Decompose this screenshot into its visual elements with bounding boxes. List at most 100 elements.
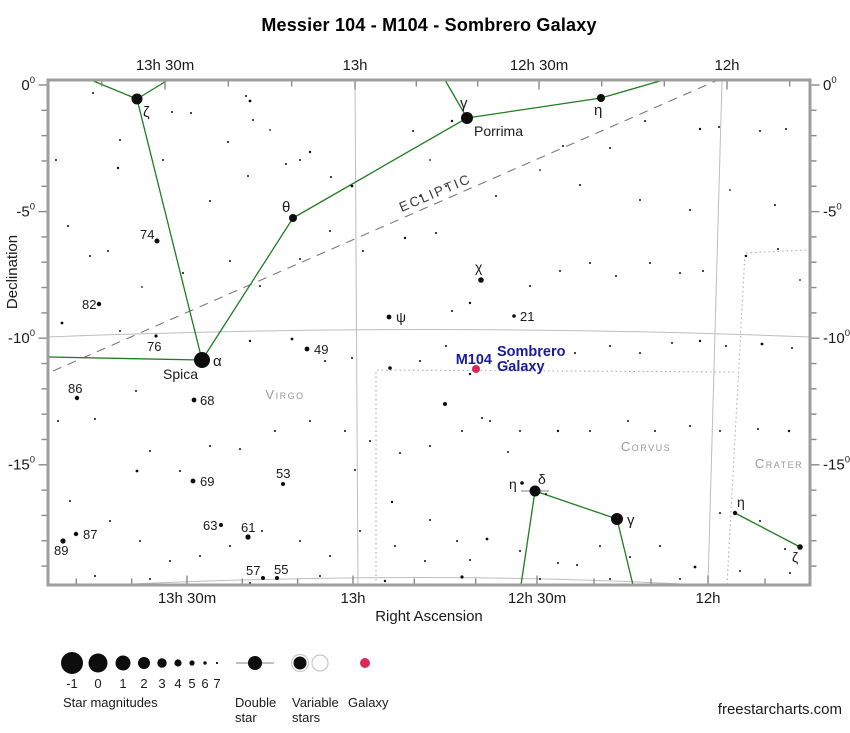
background-star [445,345,447,347]
background-star [351,357,353,359]
meridian-line [707,80,723,585]
background-star [60,321,64,325]
background-star [679,272,681,274]
background-star [539,169,541,171]
axis-tick-label: 12h 30m [510,57,568,74]
meridian-line [354,80,359,585]
star-label: 74 [140,227,154,242]
legend-variable-stars-label: Variable [292,695,339,710]
axis-tick-label: 12h [695,590,720,607]
chart-area: ECLIPTIC Virgo Corvus Crater ζ γ Porrima η θ 74 82… [48,80,810,585]
constellation-name: Virgo [265,387,304,402]
background-star [350,184,354,188]
background-star [319,575,321,577]
legend-magnitude-value: 5 [188,676,195,691]
background-star [718,126,720,128]
background-star [299,258,301,260]
legend-galaxy-label: Galaxy [348,695,389,710]
declination-parallel [48,329,810,338]
background-star [141,286,143,288]
background-star [383,579,387,583]
constellation-line [466,97,602,119]
constellation-line [600,80,661,99]
background-star [67,225,69,227]
star-68-vir [191,397,197,403]
background-star [461,430,463,432]
background-star [654,430,656,432]
legend-magnitude-dot [189,660,195,666]
axis-tick-label: -100 [8,328,35,347]
star-label: ζ [792,549,798,565]
background-star [589,430,591,432]
legend-magnitude-value: 3 [158,676,165,691]
background-star [354,469,356,471]
background-star [169,560,171,562]
star-label: 69 [200,474,214,489]
background-star [579,184,581,186]
background-star [777,248,779,250]
star-76-vir [154,334,158,338]
axis-tick-label: 13h [340,590,365,607]
star-label: ζ [143,104,150,121]
background-star [629,556,631,558]
star-label: Spica [163,366,198,382]
background-star [539,578,541,580]
background-star [639,199,641,201]
legend-magnitude-value: 6 [201,676,208,691]
background-star [285,163,287,165]
background-star [324,360,326,362]
legend-magnitude-dot [157,658,167,668]
background-star [445,185,447,187]
background-star [481,417,483,419]
axis-tick-label: -150 [8,455,35,474]
background-star [789,572,791,574]
legend-magnitudes-title: Star magnitudes [63,695,158,710]
star-label: 53 [276,466,290,481]
star-label: 63 [203,518,217,533]
legend-magnitude-value: -1 [66,676,78,691]
star-label: Porrima [474,123,523,139]
background-star [149,578,151,580]
background-star [261,530,263,532]
galaxy-label: Sombrero [497,344,566,360]
constellation-line [136,80,169,100]
star-gamma-vir-porrima [461,112,473,124]
background-star [149,450,151,452]
background-star [424,560,426,562]
star-label: 21 [520,309,534,324]
star-label: 61 [241,520,255,535]
background-star [791,347,793,349]
background-star [609,578,611,580]
star-82-vir [96,301,102,307]
star-zeta-crt [797,544,803,550]
star-eta-crt [732,510,738,516]
legend-double-star-label: star [235,710,257,725]
background-star [299,540,301,542]
background-star [507,451,509,453]
background-star [574,352,576,354]
axis-tick-label: -150 [823,455,850,474]
constellation-line [444,80,468,119]
background-star [450,119,454,123]
ecliptic-line [52,80,719,372]
star-53-vir [281,482,285,486]
background-star [562,145,564,147]
background-star [468,301,472,305]
star-label: η [509,476,517,492]
star-57-vir [261,576,265,580]
background-star [468,372,472,376]
background-star [719,430,721,432]
background-star [209,445,211,447]
star-89-vir [60,538,66,544]
background-star [248,339,252,343]
background-star [308,150,312,154]
background-star [559,270,561,272]
x-axis-title: Right Ascension [375,608,483,625]
star-delta-crv [529,485,541,497]
background-star [698,339,702,343]
constellation-line [48,356,203,361]
background-star [599,545,601,547]
background-star [388,366,392,370]
background-star [390,500,394,504]
